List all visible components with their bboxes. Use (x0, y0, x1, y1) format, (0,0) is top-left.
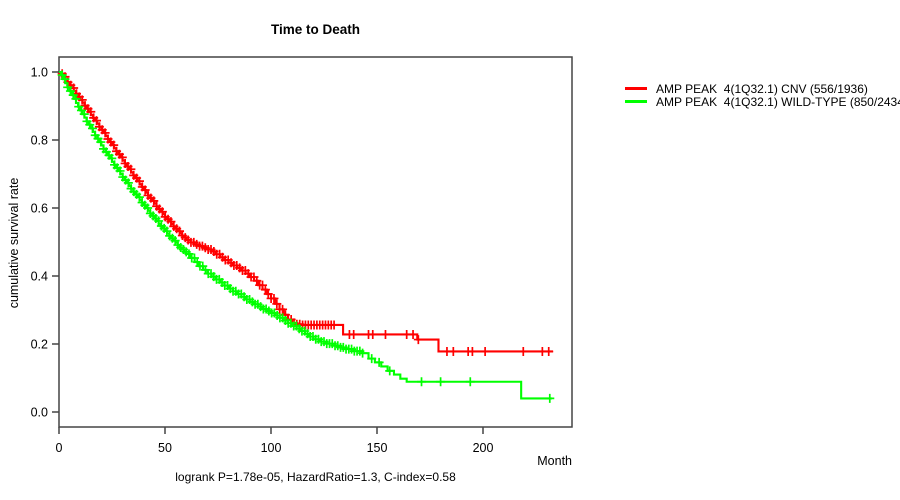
legend-label-wildtype: AMP PEAK 4(1Q32.1) WILD-TYPE (850/2434) (656, 94, 900, 109)
chart-title: Time to Death (270, 22, 360, 37)
legend-item-cnv: AMP PEAK 4(1Q32.1) CNV (556/1936) (625, 81, 900, 96)
x-tick-label: 50 (158, 441, 172, 455)
censor-marks-wildtype (57, 70, 555, 403)
y-tick-label: 0.6 (31, 201, 48, 215)
plot-frame (58, 56, 573, 428)
x-tick-label: 0 (56, 441, 63, 455)
legend-label-cnv: AMP PEAK 4(1Q32.1) CNV (556/1936) (656, 81, 868, 96)
survival-curve-cnv (59, 70, 553, 353)
x-tick-label: 150 (367, 441, 388, 455)
legend-line-red (625, 87, 647, 90)
y-tick-label: 1.0 (31, 65, 48, 79)
legend-line-green (625, 100, 647, 103)
y-tick-label: 0.8 (31, 133, 48, 147)
legend: AMP PEAK 4(1Q32.1) CNV (556/1936) AMP PE… (625, 81, 900, 109)
x-tick-label: 100 (261, 441, 282, 455)
legend-item-wildtype: AMP PEAK 4(1Q32.1) WILD-TYPE (850/2434) (625, 94, 900, 109)
stats-annotation: logrank P=1.78e-05, HazardRatio=1.3, C-i… (175, 470, 456, 484)
censor-marks-cnv (57, 69, 554, 356)
x-tick-label: 200 (473, 441, 494, 455)
y-axis-label: cumulative survival rate (7, 177, 21, 309)
x-axis-label: Month (537, 454, 572, 468)
survival-curve-wildtype (59, 70, 552, 400)
y-tick-label: 0.2 (31, 337, 48, 351)
y-tick-label: 0.0 (31, 405, 48, 419)
y-tick-label: 0.4 (31, 269, 48, 283)
